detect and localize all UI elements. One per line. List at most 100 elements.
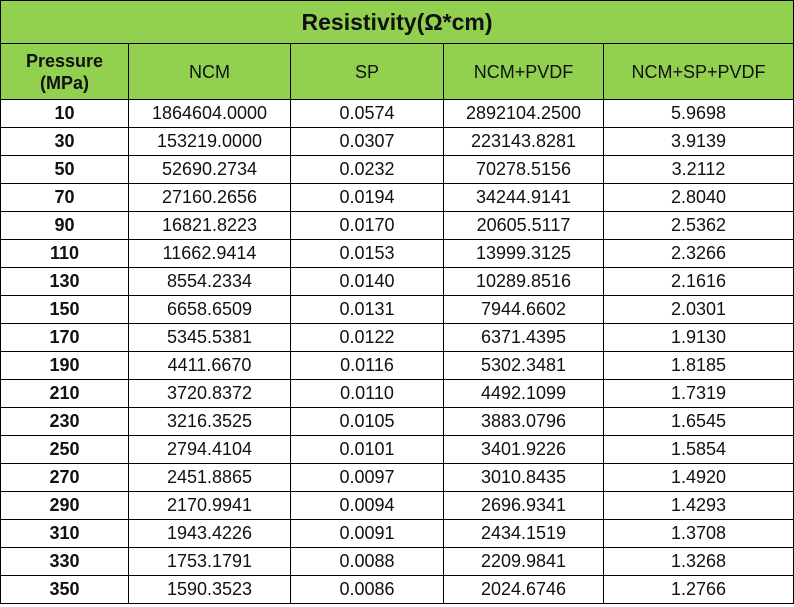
pressure-cell: 350 <box>0 575 129 604</box>
value-cell: 5302.3481 <box>443 351 604 380</box>
value-cell: 0.0574 <box>290 99 444 128</box>
table-row: 350 1590.3523 0.0086 2024.6746 1.2766 <box>0 575 794 604</box>
value-cell: 3010.8435 <box>443 463 604 492</box>
table-row: 190 4411.6670 0.0116 5302.3481 1.8185 <box>0 351 794 380</box>
value-cell: 1.8185 <box>602 351 794 380</box>
value-cell: 0.0232 <box>290 155 444 184</box>
value-cell: 0.0105 <box>290 407 444 436</box>
pressure-cell: 170 <box>0 323 129 352</box>
value-cell: 223143.8281 <box>443 127 604 156</box>
value-cell: 2.5362 <box>602 211 794 240</box>
table-row: 110 11662.9414 0.0153 13999.3125 2.3266 <box>0 239 794 268</box>
pressure-cell: 290 <box>0 491 129 520</box>
pressure-cell: 150 <box>0 295 129 324</box>
column-header: NCM <box>128 43 291 100</box>
table-row: 230 3216.3525 0.0105 3883.0796 1.6545 <box>0 407 794 436</box>
pressure-cell: 230 <box>0 407 129 436</box>
value-cell: 2696.9341 <box>443 491 604 520</box>
value-cell: 52690.2734 <box>128 155 291 184</box>
table-row: 210 3720.8372 0.0110 4492.1099 1.7319 <box>0 379 794 408</box>
table-row: 150 6658.6509 0.0131 7944.6602 2.0301 <box>0 295 794 324</box>
pressure-cell: 250 <box>0 435 129 464</box>
value-cell: 0.0194 <box>290 183 444 212</box>
value-cell: 1.7319 <box>602 379 794 408</box>
pressure-cell: 90 <box>0 211 129 240</box>
value-cell: 2434.1519 <box>443 519 604 548</box>
table-body: 10 1864604.0000 0.0574 2892104.2500 5.9698 30… <box>0 99 794 604</box>
column-header: NCM+PVDF <box>443 43 604 100</box>
table-row: 290 2170.9941 0.0094 2696.9341 1.4293 <box>0 491 794 520</box>
value-cell: 153219.0000 <box>128 127 291 156</box>
table-row: 330 1753.1791 0.0088 2209.9841 1.3268 <box>0 547 794 576</box>
value-cell: 1.4293 <box>602 491 794 520</box>
value-cell: 0.0140 <box>290 267 444 296</box>
value-cell: 3.2112 <box>602 155 794 184</box>
pressure-cell: 270 <box>0 463 129 492</box>
value-cell: 1590.3523 <box>128 575 291 604</box>
value-cell: 0.0086 <box>290 575 444 604</box>
table-row: 250 2794.4104 0.0101 3401.9226 1.5854 <box>0 435 794 464</box>
value-cell: 2.1616 <box>602 267 794 296</box>
pressure-cell: 190 <box>0 351 129 380</box>
value-cell: 6371.4395 <box>443 323 604 352</box>
table-row: 50 52690.2734 0.0232 70278.5156 3.2112 <box>0 155 794 184</box>
value-cell: 0.0170 <box>290 211 444 240</box>
column-header: SP <box>290 43 444 100</box>
pressure-cell: 10 <box>0 99 129 128</box>
pressure-cell: 130 <box>0 267 129 296</box>
value-cell: 1.3708 <box>602 519 794 548</box>
value-cell: 1.5854 <box>602 435 794 464</box>
table-row: 70 27160.2656 0.0194 34244.9141 2.8040 <box>0 183 794 212</box>
value-cell: 0.0153 <box>290 239 444 268</box>
value-cell: 34244.9141 <box>443 183 604 212</box>
value-cell: 0.0101 <box>290 435 444 464</box>
value-cell: 2.0301 <box>602 295 794 324</box>
table-row: 270 2451.8865 0.0097 3010.8435 1.4920 <box>0 463 794 492</box>
value-cell: 3401.9226 <box>443 435 604 464</box>
value-cell: 27160.2656 <box>128 183 291 212</box>
value-cell: 0.0307 <box>290 127 444 156</box>
table-row: 170 5345.5381 0.0122 6371.4395 1.9130 <box>0 323 794 352</box>
table-row: 10 1864604.0000 0.0574 2892104.2500 5.9698 <box>0 99 794 128</box>
value-cell: 7944.6602 <box>443 295 604 324</box>
value-cell: 20605.5117 <box>443 211 604 240</box>
value-cell: 5.9698 <box>602 99 794 128</box>
value-cell: 2451.8865 <box>128 463 291 492</box>
value-cell: 2794.4104 <box>128 435 291 464</box>
value-cell: 1.2766 <box>602 575 794 604</box>
value-cell: 0.0097 <box>290 463 444 492</box>
value-cell: 1.3268 <box>602 547 794 576</box>
value-cell: 3216.3525 <box>128 407 291 436</box>
header-row: Pressure (MPa) NCM SP NCM+PVDF NCM+SP+PVDF <box>0 43 794 100</box>
value-cell: 6658.6509 <box>128 295 291 324</box>
value-cell: 2.8040 <box>602 183 794 212</box>
pressure-cell: 330 <box>0 547 129 576</box>
value-cell: 70278.5156 <box>443 155 604 184</box>
value-cell: 4411.6670 <box>128 351 291 380</box>
value-cell: 1.6545 <box>602 407 794 436</box>
value-cell: 16821.8223 <box>128 211 291 240</box>
value-cell: 0.0110 <box>290 379 444 408</box>
table-row: 130 8554.2334 0.0140 10289.8516 2.1616 <box>0 267 794 296</box>
value-cell: 0.0116 <box>290 351 444 380</box>
value-cell: 2892104.2500 <box>443 99 604 128</box>
value-cell: 3.9139 <box>602 127 794 156</box>
value-cell: 2024.6746 <box>443 575 604 604</box>
value-cell: 1753.1791 <box>128 547 291 576</box>
value-cell: 0.0088 <box>290 547 444 576</box>
value-cell: 10289.8516 <box>443 267 604 296</box>
column-header: NCM+SP+PVDF <box>602 43 794 100</box>
value-cell: 0.0094 <box>290 491 444 520</box>
pressure-cell: 30 <box>0 127 129 156</box>
value-cell: 3720.8372 <box>128 379 291 408</box>
pressure-cell: 110 <box>0 239 129 268</box>
value-cell: 2209.9841 <box>443 547 604 576</box>
value-cell: 0.0122 <box>290 323 444 352</box>
value-cell: 1864604.0000 <box>128 99 291 128</box>
value-cell: 1943.4226 <box>128 519 291 548</box>
value-cell: 11662.9414 <box>128 239 291 268</box>
table-row: 30 153219.0000 0.0307 223143.8281 3.9139 <box>0 127 794 156</box>
column-header: Pressure (MPa) <box>0 43 129 100</box>
value-cell: 0.0091 <box>290 519 444 548</box>
